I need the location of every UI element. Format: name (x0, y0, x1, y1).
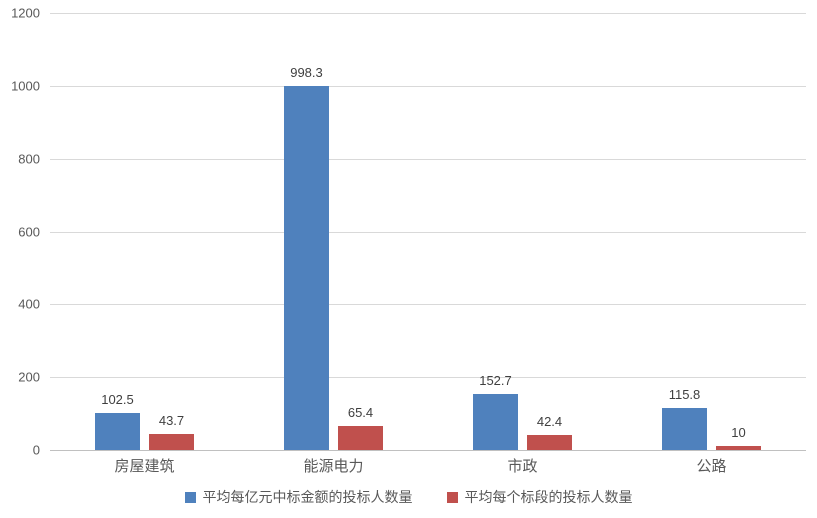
value-label: 998.3 (290, 65, 323, 81)
value-label: 152.7 (479, 373, 512, 389)
bar-series2-3 (716, 446, 761, 450)
bar-series1-1 (284, 86, 329, 450)
bar-series2-2 (527, 434, 572, 450)
bar-series2-1 (338, 426, 383, 450)
value-label: 115.8 (668, 386, 701, 402)
y-tick-label: 200 (18, 369, 40, 385)
category-label: 市政 (507, 458, 538, 475)
value-label: 43.7 (158, 413, 185, 429)
gridline (50, 304, 806, 306)
legend-label: 平均每个标段的投标人数量 (464, 489, 633, 505)
y-tick-label: 400 (18, 296, 40, 312)
legend-swatch (184, 491, 196, 503)
y-tick-label: 1200 (11, 5, 40, 21)
value-label: 10 (731, 425, 746, 441)
bar-series1-2 (473, 394, 518, 450)
bar-series1-0 (95, 412, 140, 450)
legend: 平均每亿元中标金额的投标人数量 平均每个标段的投标人数量 (0, 490, 817, 504)
legend-swatch (446, 491, 458, 503)
gridline (50, 231, 806, 233)
gridline (50, 158, 806, 160)
y-tick-label: 0 (32, 442, 40, 458)
legend-item-series1: 平均每亿元中标金额的投标人数量 (184, 489, 413, 505)
value-label: 42.4 (536, 413, 563, 429)
gridline (50, 13, 806, 14)
gridline (50, 377, 806, 379)
category-label: 公路 (696, 458, 727, 475)
bar-series2-0 (149, 434, 194, 450)
legend-item-series2: 平均每个标段的投标人数量 (446, 489, 633, 505)
bar-series1-3 (662, 407, 707, 450)
plot-area: 102.5 43.7 998.3 65.4 152.7 42.4 115.8 10 (50, 13, 806, 451)
category-label: 房屋建筑 (114, 458, 175, 475)
legend-label: 平均每亿元中标金额的投标人数量 (202, 489, 413, 505)
value-label: 102.5 (101, 391, 134, 407)
y-tick-label: 600 (18, 224, 40, 239)
category-label: 能源电力 (303, 458, 364, 475)
y-tick-label: 800 (18, 151, 40, 167)
y-tick-label: 1000 (11, 78, 40, 94)
x-axis-line (50, 450, 806, 451)
value-label: 65.4 (347, 405, 374, 421)
gridline (50, 85, 806, 87)
